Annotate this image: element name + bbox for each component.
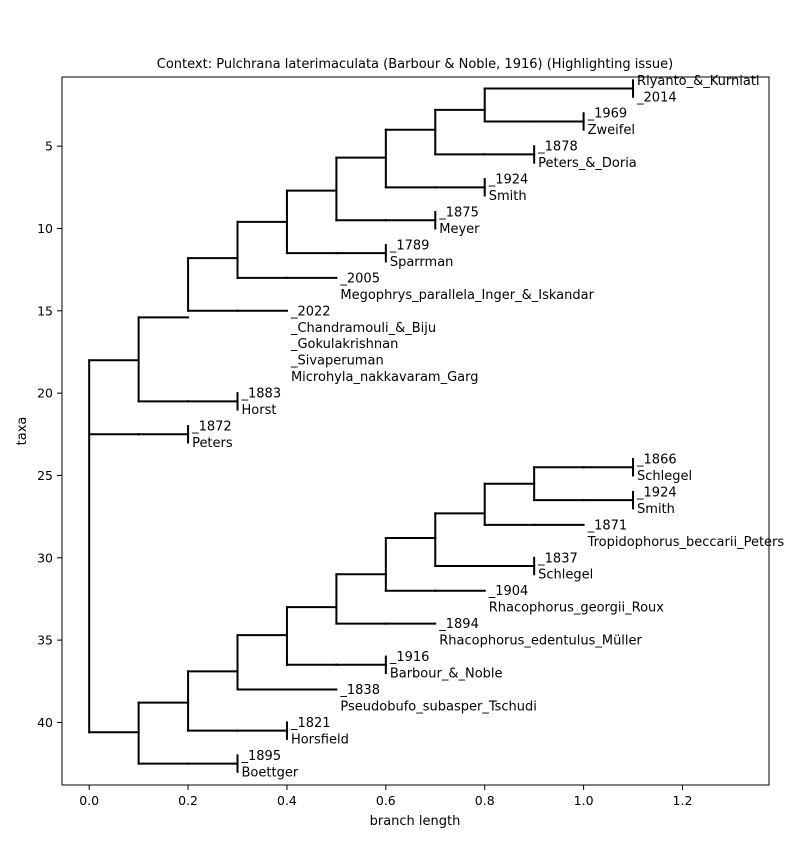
x-tick-label: 1.2: [673, 793, 693, 808]
leaf-label: _1878: [537, 140, 578, 155]
x-tick-label: 0.2: [178, 793, 198, 808]
x-axis-label: branch length: [370, 814, 461, 829]
leaf-label: Smith: [489, 189, 527, 204]
leaf-label: Meyer: [439, 222, 480, 237]
leaf-label: Schlegel: [637, 469, 692, 484]
y-tick-label: 15: [37, 303, 53, 318]
x-tick-label: 0.0: [79, 793, 99, 808]
leaf-label: Schlegel: [538, 568, 593, 583]
leaf-label: _1875: [438, 206, 479, 221]
leaf-label: _1789: [389, 238, 430, 253]
leaf-label: Horst: [242, 403, 277, 418]
leaf-label: Barbour_&_Noble: [390, 667, 503, 682]
x-axis: 0.0 0.2 0.4 0.6 0.8 1.0 1.2: [79, 785, 692, 808]
leaf-label: Rhacophorus_edentulus_Müller: [439, 634, 642, 649]
leaf-label: Smith: [637, 502, 675, 517]
leaf-label: Microhyla_nakkavaram_Garg: [291, 370, 479, 385]
leaf-label: Rhacophorus_georgii_Roux: [489, 601, 665, 616]
leaf-label: _1895: [241, 749, 282, 764]
chart-title: Context: Pulchrana laterimaculata (Barbo…: [157, 57, 673, 72]
leaf-label: Zweifel: [588, 123, 635, 138]
leaf-label: Riyanto_&_Kurniati: [637, 74, 760, 89]
leaf-label: _Chandramouli_&_Biju: [290, 321, 436, 336]
leaf-label: Boettger: [242, 765, 299, 780]
leaf-label: Sparrman: [390, 255, 454, 270]
y-axis: 5 10 15 20 25 30 35 40: [37, 139, 62, 730]
leaf-label: _1821: [290, 716, 331, 731]
leaf-label: _1924: [488, 173, 529, 188]
leaf-label: Peters_&_Doria: [538, 156, 637, 171]
leaf-label: _Sivaperuman: [290, 354, 384, 369]
leaf-label: Pseudobufo_subasper_Tschudi: [340, 699, 537, 714]
x-tick-label: 0.6: [376, 793, 396, 808]
leaf-label: Tropidophorus_beccarii_Peters: [587, 535, 785, 550]
y-tick-label: 25: [37, 468, 53, 483]
x-tick-label: 0.4: [277, 793, 297, 808]
leaf-label: _1837: [537, 551, 578, 566]
y-tick-label: 35: [37, 633, 53, 648]
leaf-label: _1894: [438, 617, 479, 632]
y-axis-label: taxa: [15, 417, 30, 446]
leaf-label: _1871: [587, 518, 628, 533]
leaf-label: _2014: [636, 90, 677, 105]
y-tick-label: 30: [37, 550, 53, 565]
y-tick-label: 40: [37, 715, 53, 730]
leaf-label: Horsfield: [291, 732, 349, 747]
leaf-label: _1904: [488, 584, 529, 599]
leaf-label: _1872: [191, 420, 232, 435]
y-tick-label: 10: [37, 221, 53, 236]
y-tick-label: 5: [45, 139, 53, 154]
leaf-label: _2005: [339, 271, 380, 286]
y-tick-label: 20: [37, 386, 53, 401]
tree-branches: [88, 79, 635, 773]
plot-frame: [61, 76, 770, 786]
leaf-label: _Gokulakrishnan: [290, 337, 398, 352]
leaf-label: _1924: [636, 485, 677, 500]
leaf-label: Megophrys_parallela_Inger_&_Iskandar: [340, 288, 594, 303]
leaf-label: _1969: [587, 107, 628, 122]
leaf-label: _1838: [339, 683, 380, 698]
leaf-label: Peters: [192, 436, 233, 451]
leaf-label: _1866: [636, 452, 677, 467]
leaf-label: _1916: [389, 650, 430, 665]
x-tick-label: 1.0: [574, 793, 594, 808]
leaf-label: _2022: [290, 304, 331, 319]
leaf-label: _1883: [241, 387, 282, 402]
x-tick-label: 0.8: [475, 793, 495, 808]
